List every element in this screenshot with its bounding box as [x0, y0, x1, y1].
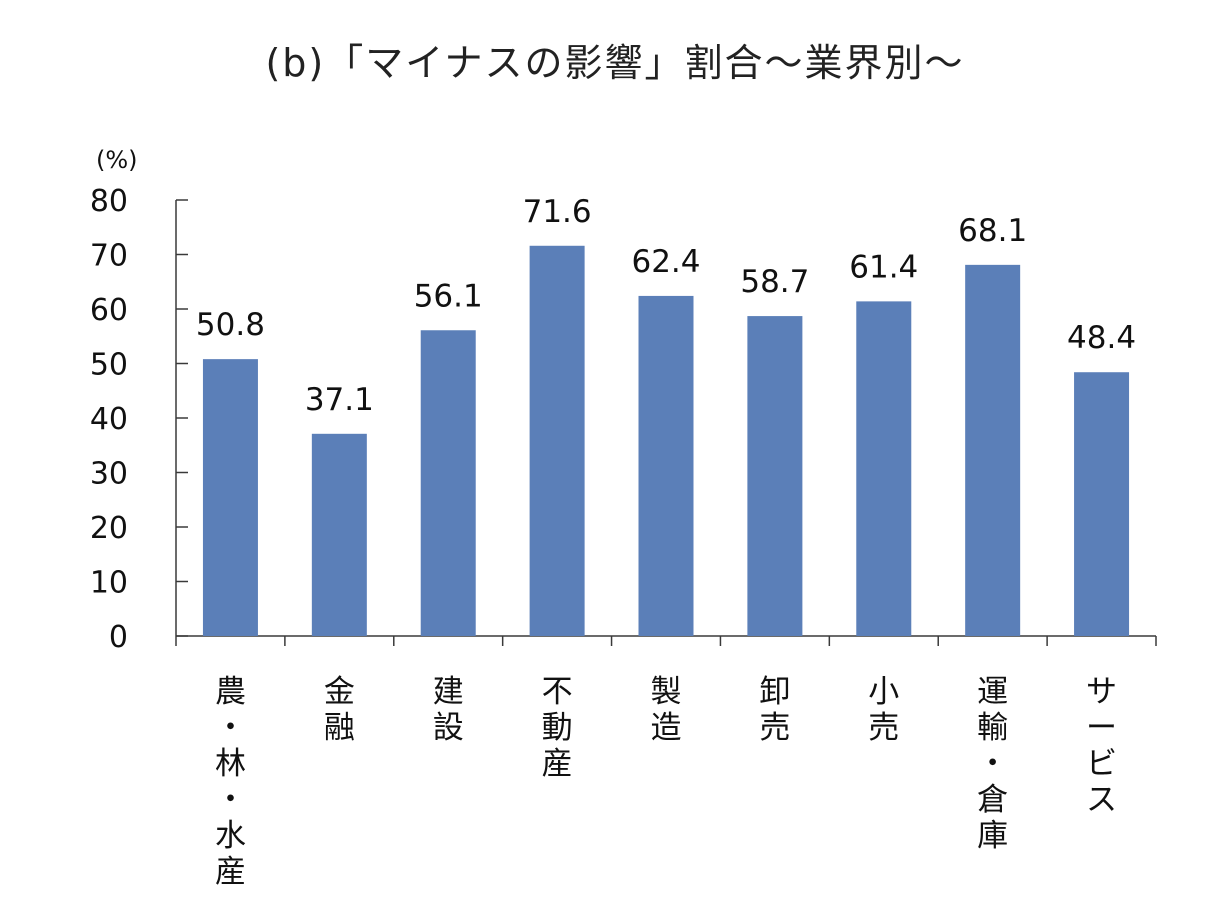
category-label-char: ・	[215, 710, 246, 746]
y-tick-label: 30	[90, 457, 128, 492]
category-label-char: 庫	[977, 818, 1008, 854]
category-label-char: 水	[215, 818, 246, 854]
bar	[856, 301, 912, 636]
data-label: 71.6	[523, 194, 592, 230]
y-tick-label: 40	[90, 402, 128, 437]
category-label-char: 農	[215, 674, 246, 710]
data-label: 37.1	[305, 382, 374, 418]
category-label-char: 製	[651, 674, 682, 710]
data-label: 50.8	[196, 307, 265, 343]
bar	[965, 264, 1021, 636]
bar	[202, 359, 258, 636]
category-label-char: 金	[324, 674, 355, 710]
category-label-char: ー	[1086, 710, 1117, 746]
y-tick-label: 70	[90, 239, 128, 274]
y-tick-label: 80	[90, 184, 128, 219]
chart-title: (b)「マイナスの影響」割合～業界別～	[265, 41, 965, 85]
bar	[529, 245, 585, 636]
data-label: 68.1	[958, 213, 1027, 249]
category-label-char: 売	[868, 710, 899, 746]
data-label: 61.4	[849, 249, 918, 285]
bar	[747, 316, 803, 636]
category-label: 建設	[433, 674, 464, 746]
category-label-char: 運	[977, 674, 1008, 710]
category-label-char: 倉	[977, 782, 1008, 818]
data-label: 58.7	[740, 264, 809, 300]
category-label-char: 設	[433, 710, 464, 746]
bar	[420, 330, 476, 636]
category-label-char: 産	[215, 854, 246, 890]
category-label: 運輸・倉庫	[977, 674, 1008, 854]
data-label: 62.4	[631, 244, 700, 280]
category-label-char: 融	[324, 710, 355, 746]
y-tick-label: 0	[109, 620, 128, 655]
category-label: 金融	[324, 674, 355, 746]
data-labels: 50.8 37.1 56.1 71.6 62.4 58.7 61.4 68.1 48.4	[196, 194, 1136, 418]
data-label: 48.4	[1067, 320, 1136, 356]
category-label: 不動産	[542, 674, 573, 782]
category-label-char: 小	[868, 674, 899, 710]
bar	[638, 295, 694, 636]
bar	[311, 433, 367, 636]
y-axis-unit-label: (%)	[96, 146, 138, 174]
category-label-char: 産	[542, 746, 573, 782]
category-label-char: 卸	[759, 674, 790, 710]
data-label: 56.1	[414, 278, 483, 314]
y-axis: 0 10 20 30 40 50 60 70 80	[90, 184, 188, 655]
x-axis	[175, 635, 1157, 646]
category-label: 製造	[651, 674, 682, 746]
y-tick-label: 10	[90, 566, 128, 601]
category-label-char: 林	[215, 746, 246, 782]
category-label-char: ・	[215, 782, 246, 818]
category-label-char: 売	[759, 710, 790, 746]
category-label-char: 動	[542, 710, 573, 746]
category-label-char: 建	[433, 674, 464, 710]
y-tick-label: 60	[90, 293, 128, 328]
y-tick-label: 50	[90, 348, 128, 383]
y-tick-label: 20	[90, 511, 128, 546]
category-label-char: 輸	[977, 710, 1008, 746]
category-label-char: ス	[1086, 782, 1117, 818]
category-label: 小売	[868, 674, 899, 746]
category-label-char: ・	[977, 746, 1008, 782]
bar	[1074, 372, 1130, 636]
bars	[202, 245, 1130, 636]
category-label-char: 不	[542, 674, 573, 710]
category-label-char: サ	[1086, 674, 1117, 710]
category-label: 卸売	[759, 674, 790, 746]
category-label: 農・林・水産	[215, 674, 246, 890]
category-label-char: ビ	[1086, 746, 1117, 782]
category-label-char: 造	[651, 710, 682, 746]
